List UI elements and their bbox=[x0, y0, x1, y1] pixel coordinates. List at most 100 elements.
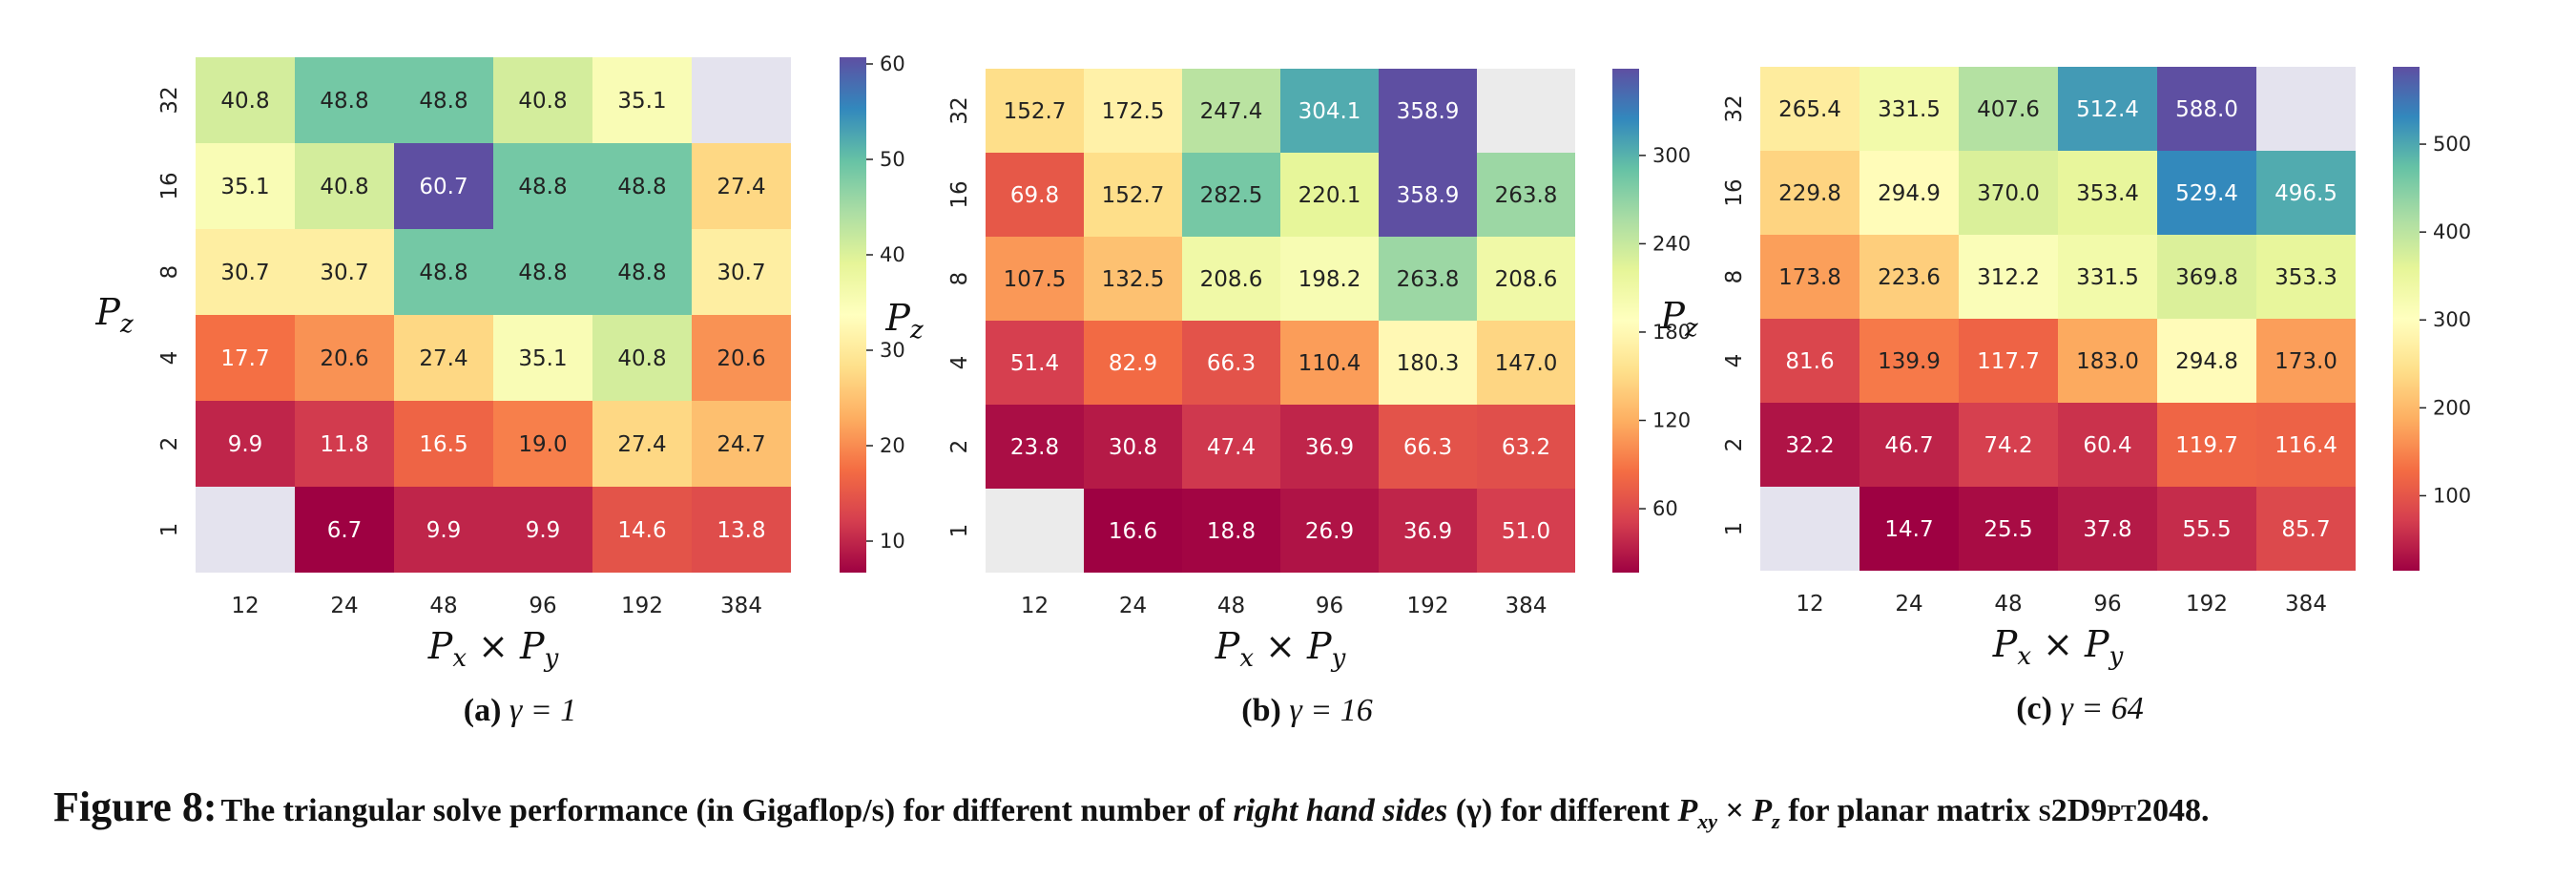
cell-value-label: 17.7 bbox=[220, 346, 269, 371]
cell-value-label: 63.2 bbox=[1502, 435, 1550, 460]
cell-value-label: 263.8 bbox=[1397, 267, 1460, 292]
cell-value-label: 82.9 bbox=[1109, 351, 1157, 376]
cell-value-label: 35.1 bbox=[220, 175, 269, 199]
cell-value-label: 152.7 bbox=[1004, 99, 1067, 124]
x-axis-label: Px × Py bbox=[1992, 623, 2124, 671]
heatmap-cell bbox=[692, 315, 791, 401]
heatmap-cell bbox=[1760, 319, 1859, 403]
cell-value-label: 48.8 bbox=[518, 175, 567, 199]
cell-value-label: 37.8 bbox=[2083, 517, 2131, 542]
heatmap-cell bbox=[1280, 153, 1379, 237]
heatmap-cell bbox=[2157, 403, 2256, 487]
cell-value-label: 588.0 bbox=[2175, 97, 2238, 122]
cell-value-label: 23.8 bbox=[1010, 435, 1059, 460]
heatmap-cell bbox=[2058, 151, 2157, 235]
y-tick-label: 32 bbox=[1722, 94, 1747, 122]
heatmap-cell bbox=[196, 401, 295, 487]
heatmap-cell bbox=[493, 401, 592, 487]
cell-value-label: 9.9 bbox=[426, 518, 462, 543]
cell-value-label: 16.5 bbox=[419, 432, 467, 457]
cell-value-label: 30.8 bbox=[1109, 435, 1157, 460]
cell-value-label: 81.6 bbox=[1785, 349, 1834, 374]
heatmap-cell bbox=[493, 57, 592, 143]
x-tick-label: 12 bbox=[1796, 592, 1823, 617]
heatmap-cell bbox=[2157, 235, 2256, 319]
colorbar-tick-label: 50 bbox=[880, 148, 905, 171]
heatmap-cell bbox=[1859, 319, 1959, 403]
cell-value-label: 40.8 bbox=[320, 175, 368, 199]
cell-value-label: 48.8 bbox=[320, 89, 368, 114]
cell-value-label: 40.8 bbox=[617, 346, 666, 371]
cell-value-label: 119.7 bbox=[2175, 433, 2238, 458]
heatmap-cell bbox=[2256, 319, 2356, 403]
heatmap-cell bbox=[1760, 67, 1859, 151]
heatmap-cell bbox=[592, 229, 692, 315]
x-tick-label: 192 bbox=[621, 594, 663, 618]
heatmap-cell bbox=[196, 315, 295, 401]
heatmap-cell bbox=[986, 489, 1084, 573]
heatmap-cell bbox=[1280, 69, 1379, 153]
cell-value-label: 147.0 bbox=[1495, 351, 1558, 376]
colorbar-tick-label: 180 bbox=[1652, 321, 1691, 344]
cell-value-label: 173.0 bbox=[2275, 349, 2337, 374]
heatmap-panel-3: 265.4 331.5 407.6 512.4 588.0 229.8 294.9 370.0… bbox=[1659, 67, 2471, 726]
heatmap-cell bbox=[196, 143, 295, 229]
x-tick-label: 24 bbox=[1895, 592, 1922, 617]
subcaption: (c) γ = 64 bbox=[2016, 691, 2144, 726]
x-tick-label: 96 bbox=[2093, 592, 2121, 617]
colorbar-tick-label: 40 bbox=[880, 243, 905, 266]
cell-value-label: 26.9 bbox=[1305, 519, 1354, 544]
heatmap-cell bbox=[1859, 235, 1959, 319]
heatmap-cell bbox=[493, 143, 592, 229]
y-tick-label: 8 bbox=[947, 272, 972, 286]
heatmap-cell bbox=[986, 69, 1084, 153]
heatmap-cell bbox=[1959, 67, 2058, 151]
cell-value-label: 183.0 bbox=[2076, 349, 2139, 374]
y-tick-label: 4 bbox=[1722, 354, 1747, 368]
cell-value-label: 304.1 bbox=[1298, 99, 1361, 124]
cell-value-label: 48.8 bbox=[617, 175, 666, 199]
heatmap-cell bbox=[1182, 153, 1280, 237]
heatmap-cell bbox=[394, 401, 493, 487]
heatmap-cell bbox=[1084, 237, 1182, 321]
cell-value-label: 173.8 bbox=[1778, 265, 1841, 290]
heatmap-cell bbox=[1084, 153, 1182, 237]
cell-value-label: 25.5 bbox=[1984, 517, 2032, 542]
heatmap-cell bbox=[295, 229, 394, 315]
heatmap-cell bbox=[692, 487, 791, 573]
heatmap-cell bbox=[692, 57, 791, 143]
cell-value-label: 369.8 bbox=[2175, 265, 2238, 290]
cell-value-label: 107.5 bbox=[1004, 267, 1067, 292]
heatmap-cell bbox=[2058, 67, 2157, 151]
heatmap-cell bbox=[986, 405, 1084, 489]
x-tick-label: 48 bbox=[429, 594, 457, 618]
y-tick-label: 8 bbox=[157, 265, 182, 280]
cell-value-label: 14.7 bbox=[1884, 517, 1933, 542]
heatmap-cell bbox=[493, 487, 592, 573]
heatmap-cell bbox=[1760, 403, 1859, 487]
heatmap-cell bbox=[1959, 487, 2058, 571]
heatmap-cell bbox=[2058, 235, 2157, 319]
cell-value-label: 66.3 bbox=[1403, 435, 1452, 460]
heatmap-cell bbox=[1379, 153, 1477, 237]
x-tick-label: 384 bbox=[1506, 594, 1548, 618]
colorbar-tick-label: 20 bbox=[880, 434, 905, 457]
x-tick-label: 12 bbox=[231, 594, 259, 618]
heatmap-cell bbox=[1760, 151, 1859, 235]
cell-value-label: 24.7 bbox=[717, 432, 765, 457]
cell-value-label: 358.9 bbox=[1397, 183, 1460, 208]
x-tick-label: 96 bbox=[1316, 594, 1343, 618]
colorbar-tick-label: 300 bbox=[2433, 308, 2471, 331]
colorbar bbox=[840, 57, 866, 573]
heatmap-cell bbox=[592, 57, 692, 143]
colorbar-tick-label: 400 bbox=[2433, 220, 2471, 243]
heatmap-cell bbox=[692, 143, 791, 229]
cell-value-label: 35.1 bbox=[617, 89, 666, 114]
heatmap-panel-1: 40.8 48.8 48.8 40.8 35.1 35.1 40.8 60.7 48.8 48.8… bbox=[94, 52, 904, 728]
cell-value-label: 512.4 bbox=[2076, 97, 2139, 122]
cell-value-label: 48.8 bbox=[518, 261, 567, 285]
heatmap-cell bbox=[1477, 237, 1575, 321]
cell-value-label: 51.4 bbox=[1010, 351, 1059, 376]
heatmap-cell bbox=[1280, 405, 1379, 489]
heatmap-cell bbox=[592, 315, 692, 401]
